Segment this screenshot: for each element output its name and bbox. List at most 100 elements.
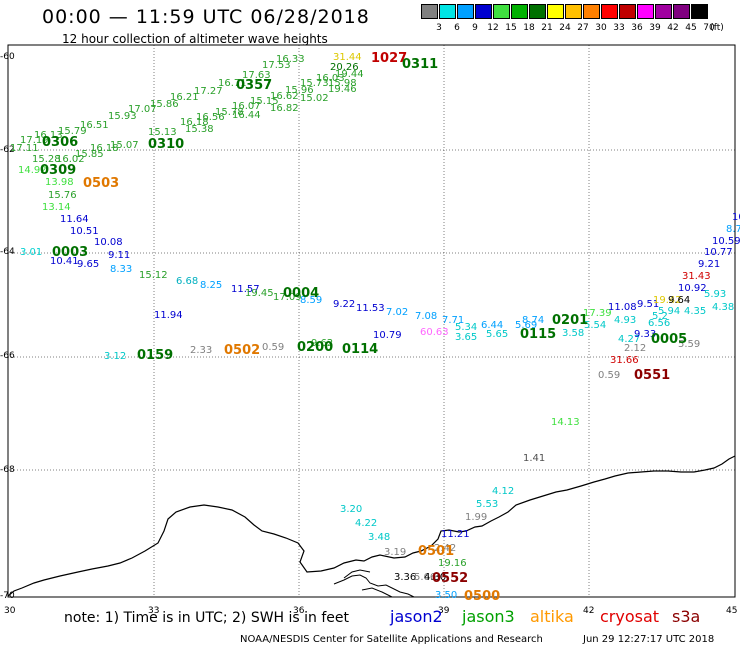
wave-height-reading: 5.65 bbox=[486, 329, 509, 340]
wave-height-reading: 16.02 bbox=[56, 154, 85, 165]
wave-height-reading: 10.79 bbox=[373, 330, 402, 341]
lon-label-33: 33 bbox=[148, 606, 160, 616]
wave-height-reading: 5.59 bbox=[678, 339, 701, 350]
wave-height-reading: 5.2 bbox=[652, 311, 668, 322]
legend-swatch bbox=[691, 4, 708, 19]
pass-time-marker: 0159 bbox=[137, 348, 174, 363]
wave-height-reading: 11.64 bbox=[60, 214, 89, 225]
wave-height-reading: 3.19 bbox=[384, 547, 407, 558]
wave-height-reading: 11.57 bbox=[231, 284, 260, 295]
pass-time-marker: 0503 bbox=[83, 176, 120, 191]
legend-label: 45 bbox=[685, 23, 697, 33]
wave-height-reading: 13.98 bbox=[45, 177, 74, 188]
satellite-s3a: s3a bbox=[672, 607, 701, 626]
wave-height-reading: 16.51 bbox=[80, 120, 109, 131]
wave-height-reading: 31.44 bbox=[333, 52, 362, 63]
lat-label-60: -60 bbox=[0, 52, 15, 62]
lat-label-64: -64 bbox=[0, 247, 15, 257]
wave-height-reading: 10.08 bbox=[94, 237, 123, 248]
pass-time-marker: 1027 bbox=[371, 51, 408, 66]
wave-height-reading: 9.62 bbox=[311, 338, 334, 349]
wave-height-reading: 16.21 bbox=[170, 92, 199, 103]
satellite-altika: altika bbox=[530, 607, 574, 626]
wave-height-reading: 10 bbox=[732, 212, 740, 223]
lon-label-45: 45 bbox=[726, 606, 738, 616]
wave-height-reading: 16.71 bbox=[218, 78, 247, 89]
legend-swatch bbox=[655, 4, 672, 19]
page-title: 00:00 — 11:59 UTC 06/28/2018 bbox=[42, 6, 370, 28]
wave-height-reading: 8.74 bbox=[522, 315, 545, 326]
wave-height-reading: 17.39 bbox=[583, 308, 612, 319]
legend-label: 70 bbox=[703, 23, 715, 33]
wave-height-reading: 3.01 bbox=[20, 247, 43, 258]
wave-height-reading: 8.25 bbox=[200, 280, 223, 291]
wave-height-reading: 11.08 bbox=[608, 302, 637, 313]
wave-height-reading: 16.56 bbox=[196, 112, 225, 123]
wave-height-reading: 16.82 bbox=[270, 103, 299, 114]
wave-height-reading: 19.46 bbox=[328, 84, 357, 95]
wave-height-reading: 16.18 bbox=[180, 117, 209, 128]
legend-label: 27 bbox=[577, 23, 589, 33]
legend-label: 39 bbox=[649, 23, 661, 33]
map-frame bbox=[7, 44, 736, 598]
wave-height-reading: 15.85 bbox=[75, 149, 104, 160]
legend-swatch bbox=[619, 4, 636, 19]
wave-height-reading: 14.13 bbox=[551, 417, 580, 428]
wave-height-reading: 2.33 bbox=[190, 345, 213, 356]
wave-height-reading: 9.64 bbox=[668, 295, 691, 306]
wave-height-reading: 6.68 bbox=[176, 276, 199, 287]
wave-height-reading: 10.77 bbox=[704, 247, 733, 258]
wave-height-reading: 1.41 bbox=[523, 453, 546, 464]
legend-label: 15 bbox=[505, 23, 517, 33]
pass-time-marker: 0003 bbox=[52, 245, 89, 260]
wave-height-reading: 17.19 bbox=[20, 135, 49, 146]
wave-height-reading: 7.71 bbox=[442, 315, 465, 326]
wave-height-reading: 17.11 bbox=[10, 143, 39, 154]
legend-swatch bbox=[529, 4, 546, 19]
legend-label: 12 bbox=[487, 23, 499, 33]
wave-height-reading: 15.78 bbox=[215, 107, 244, 118]
graticule bbox=[8, 45, 735, 597]
wave-height-reading: 8.7 bbox=[726, 224, 740, 235]
wave-height-reading: 15.28 bbox=[32, 154, 61, 165]
wave-height-reading: 13.14 bbox=[42, 202, 71, 213]
wave-height-reading: 15.07 bbox=[110, 140, 139, 151]
legend-swatch bbox=[493, 4, 510, 19]
legend-swatch bbox=[565, 4, 582, 19]
wave-height-reading: 3.58 bbox=[562, 328, 585, 339]
wave-height-reading: 2.12 bbox=[624, 343, 647, 354]
satellite-jason2: jason2 bbox=[390, 607, 443, 626]
wave-height-reading: 16.33 bbox=[276, 54, 305, 65]
wave-height-reading: 10.41 bbox=[50, 256, 79, 267]
wave-height-reading: 6.44 bbox=[481, 320, 504, 331]
wave-height-reading: 1.99 bbox=[465, 512, 488, 523]
legend-label: 21 bbox=[541, 23, 553, 33]
wave-height-reading: 9.11 bbox=[108, 250, 131, 261]
wave-height-reading: 2.42 bbox=[434, 543, 457, 554]
footer-timestamp: Jun 29 12:27:17 UTC 2018 bbox=[583, 634, 715, 645]
wave-height-reading: 4.93 bbox=[614, 315, 637, 326]
wave-height-reading: 19.42 bbox=[653, 295, 682, 306]
wave-height-reading: 5.94 bbox=[658, 306, 681, 317]
lat-label-62: -62 bbox=[0, 145, 15, 155]
wave-height-reading: 31.43 bbox=[682, 271, 711, 282]
wave-height-reading: 9.22 bbox=[333, 299, 356, 310]
lon-label-39: 39 bbox=[438, 606, 450, 616]
wave-height-reading: 0.59 bbox=[262, 342, 285, 353]
wave-height-reading: 15.13 bbox=[148, 127, 177, 138]
wave-height-reading: 4.27 bbox=[618, 334, 641, 345]
legend-label: 6 bbox=[454, 23, 460, 33]
legend-label: 18 bbox=[523, 23, 535, 33]
pass-time-marker: 0551 bbox=[634, 368, 671, 383]
wave-height-reading: 60.63 bbox=[420, 327, 449, 338]
wave-height-reading: 16.07 bbox=[232, 101, 261, 112]
wave-height-reading: 15.12 bbox=[139, 270, 168, 281]
pass-time-marker: 0500 bbox=[464, 589, 501, 604]
pass-time-marker: 0311 bbox=[402, 57, 439, 72]
wave-height-reading: 9.65 bbox=[77, 259, 100, 270]
wave-height-reading: 11.53 bbox=[356, 303, 385, 314]
wave-height-reading: 4.35 bbox=[684, 306, 707, 317]
legend-swatch bbox=[475, 4, 492, 19]
wave-height-reading: 19.16 bbox=[438, 558, 467, 569]
wave-height-reading: 16.13 bbox=[34, 130, 63, 141]
